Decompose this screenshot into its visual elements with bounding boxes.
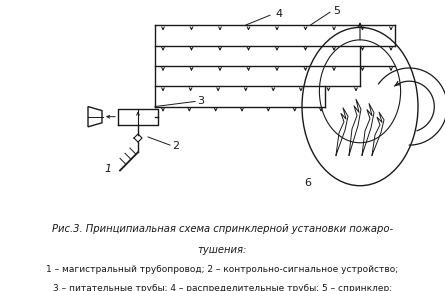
Text: 3 – питательные трубы; 4 – распределительные трубы; 5 – спринклер;: 3 – питательные трубы; 4 – распределител… — [53, 284, 392, 291]
Text: 4: 4 — [275, 9, 282, 19]
Text: 6: 6 — [304, 178, 311, 188]
Text: 3: 3 — [197, 97, 204, 107]
Text: 2: 2 — [172, 141, 179, 151]
Text: Рис.3. Принципиальная схема спринклерной установки пожаро-: Рис.3. Принципиальная схема спринклерной… — [52, 224, 393, 234]
Text: тушения:: тушения: — [198, 245, 247, 255]
Text: 1: 1 — [105, 164, 112, 175]
Text: 5: 5 — [333, 6, 340, 16]
Text: 1 – магистральный трубопровод; 2 – контрольно-сигнальное устройство;: 1 – магистральный трубопровод; 2 – контр… — [46, 265, 399, 274]
